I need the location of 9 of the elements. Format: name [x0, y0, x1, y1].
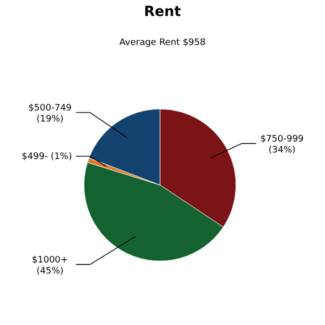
data-label: (19%)	[36, 114, 64, 125]
chart-subtitle: Average Rent $958	[119, 38, 206, 48]
slice-label: $1000+	[32, 255, 68, 266]
slice-label: $499- (1%)	[22, 152, 72, 162]
data-label: (34%)	[268, 145, 296, 156]
data-label: (45%)	[36, 266, 64, 276]
chart-title: Rent	[144, 4, 182, 20]
slice-label: $750-999	[260, 134, 304, 144]
slice-label: $500-749	[28, 104, 72, 114]
